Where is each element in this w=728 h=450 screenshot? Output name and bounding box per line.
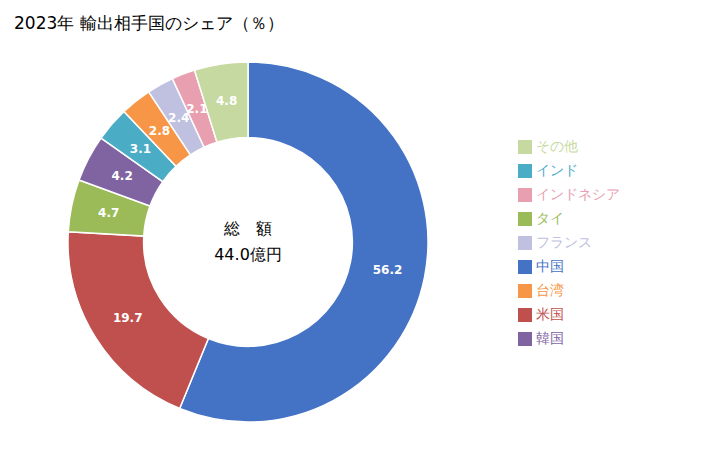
- svg-text:2.4: 2.4: [168, 110, 190, 125]
- html-text:インドネシア: インドネシア: [536, 186, 620, 202]
- html-text:その他: その他: [536, 138, 578, 154]
- svg-text:56.2: 56.2: [373, 263, 403, 277]
- html-text:フランス: フランス: [536, 234, 592, 250]
- html-text:総 額: 総 額: [224, 219, 272, 238]
- html-text:台湾: 台湾: [536, 282, 564, 298]
- svg-text:4.2: 4.2: [111, 169, 132, 183]
- html-text:米国: 米国: [536, 306, 564, 322]
- html-text:韓国: 韓国: [536, 330, 564, 346]
- svg-text:2.1: 2.1: [186, 102, 207, 116]
- svg-text:19.7: 19.7: [113, 311, 143, 325]
- html-text:インド: インド: [536, 162, 578, 178]
- html-text:2023年 輸出相手国のシェア（％）: 2023年 輸出相手国のシェア（％）: [14, 13, 284, 33]
- svg-text:4.7: 4.7: [98, 206, 119, 220]
- svg-text:2.8: 2.8: [149, 124, 170, 138]
- svg-text:3.1: 3.1: [130, 142, 151, 156]
- html-text:中国: 中国: [536, 258, 564, 274]
- svg-text:4.8: 4.8: [216, 94, 237, 108]
- html-text:タイ: タイ: [536, 210, 564, 226]
- html-text:44.0億円: 44.0億円: [214, 245, 282, 264]
